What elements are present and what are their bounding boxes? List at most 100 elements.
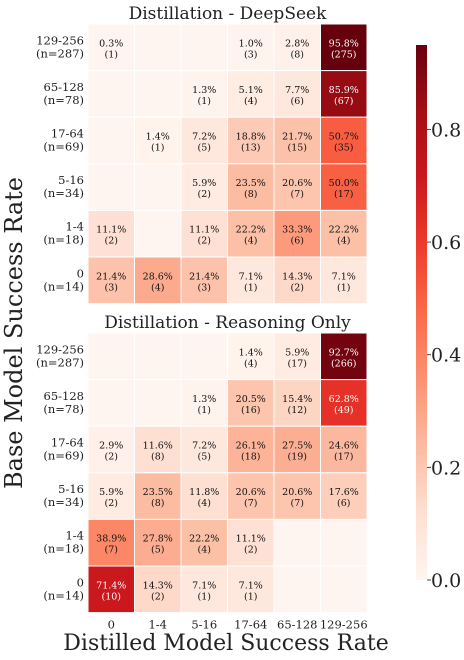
- cell-count-label: (17): [334, 189, 354, 200]
- cell-count-label: (275): [331, 49, 357, 60]
- cell-percent-label: 20.6%: [236, 487, 266, 498]
- cell-percent-label: 24.6%: [329, 441, 359, 452]
- heatmap-cell: [134, 565, 182, 614]
- cell-count-label: (8): [151, 452, 164, 463]
- cell-count-label: (2): [151, 591, 164, 602]
- cell-count-label: (67): [334, 96, 354, 107]
- cell-percent-label: 11.6%: [143, 441, 173, 452]
- heatmap-cell: [320, 23, 368, 72]
- x-axis-label: Distilled Model Success Rate: [63, 631, 388, 656]
- heatmap-cell: [320, 472, 368, 520]
- cell-count-label: (17): [287, 358, 307, 369]
- cell-percent-label: 33.3%: [282, 225, 312, 236]
- cell-count-label: (8): [151, 498, 164, 509]
- cell-percent-label: 11.1%: [96, 225, 126, 236]
- row-count-label: (n=69): [43, 140, 84, 154]
- cell-count-label: (6): [291, 236, 304, 247]
- row-tick-label: 129-256: [36, 342, 84, 356]
- cell-count-label: (4): [151, 282, 164, 293]
- heatmap-cell: [87, 70, 135, 118]
- cell-count-label: (4): [244, 358, 257, 369]
- cell-percent-label: 23.5%: [143, 487, 173, 498]
- cell-percent-label: 95.8%: [329, 38, 359, 49]
- heatmap-cell: [273, 256, 321, 305]
- cell-percent-label: 18.8%: [236, 132, 266, 143]
- cell-count-label: (8): [244, 189, 257, 200]
- cell-percent-label: 7.1%: [192, 580, 216, 591]
- cell-count-label: (7): [291, 189, 304, 200]
- heatmap-cell: [273, 472, 321, 520]
- cell-percent-label: 11.1%: [189, 225, 219, 236]
- column-tick-label: 1-4: [148, 618, 167, 632]
- cell-count-label: (4): [244, 236, 257, 247]
- cell-count-label: (7): [105, 545, 118, 556]
- colorbar-tick-label: 0.0: [431, 570, 461, 592]
- row-count-label: (n=14): [43, 279, 84, 293]
- heatmap-cell: [180, 565, 228, 614]
- cell-count-label: (4): [244, 96, 257, 107]
- cell-percent-label: 20.6%: [282, 487, 312, 498]
- cell-percent-label: 2.8%: [285, 38, 309, 49]
- cell-count-label: (1): [105, 49, 118, 60]
- cell-percent-label: 28.6%: [143, 271, 173, 282]
- heatmap-cell: [180, 518, 228, 567]
- column-tick-label: 65-128: [277, 618, 317, 632]
- heatmap-cell: [273, 209, 321, 258]
- row-count-label: (n=34): [43, 495, 84, 509]
- cell-count-label: (1): [337, 282, 350, 293]
- cell-count-label: (4): [337, 236, 350, 247]
- row-count-label: (n=78): [43, 402, 84, 416]
- cell-percent-label: 22.2%: [189, 534, 219, 545]
- colorbar-tick-label: 0.6: [431, 232, 461, 254]
- heatmap-cell: [227, 70, 275, 118]
- cell-percent-label: 1.0%: [239, 38, 263, 49]
- heatmap-cell: [134, 70, 182, 118]
- cell-percent-label: 50.7%: [329, 132, 359, 143]
- heatmap-cell: [227, 518, 275, 567]
- cell-count-label: (17): [334, 452, 354, 463]
- cell-percent-label: 21.4%: [189, 271, 219, 282]
- row-tick-label: 17-64: [51, 127, 84, 141]
- cell-count-label: (2): [105, 236, 118, 247]
- cell-percent-label: 11.1%: [236, 534, 266, 545]
- cell-percent-label: 1.4%: [146, 132, 170, 143]
- heatmap-cell: [320, 209, 368, 258]
- row-count-label: (n=34): [43, 186, 84, 200]
- cell-percent-label: 22.2%: [329, 225, 359, 236]
- column-tick-label: 0: [108, 618, 115, 632]
- heatmap-cell: [134, 332, 182, 381]
- cell-count-label: (1): [198, 96, 211, 107]
- cell-count-label: (8): [291, 49, 304, 60]
- cell-count-label: (7): [244, 498, 257, 509]
- cell-count-label: (6): [337, 498, 350, 509]
- heatmap-cell: [87, 256, 135, 305]
- cell-count-label: (2): [244, 545, 257, 556]
- cell-percent-label: 38.9%: [96, 534, 126, 545]
- heatmap-cell: [87, 379, 135, 427]
- row-tick-label: 5-16: [58, 482, 84, 496]
- row-tick-label: 5-16: [58, 173, 84, 187]
- cell-count-label: (1): [198, 405, 211, 416]
- heatmap-cell: [180, 209, 228, 258]
- cell-percent-label: 21.7%: [282, 132, 312, 143]
- cell-count-label: (10): [101, 591, 121, 602]
- row-tick-label: 129-256: [36, 33, 84, 47]
- cell-percent-label: 62.8%: [329, 394, 359, 405]
- row-tick-label: 0: [77, 266, 84, 280]
- cell-count-label: (2): [198, 189, 211, 200]
- cell-percent-label: 92.7%: [329, 347, 359, 358]
- heatmap-cell: [273, 163, 321, 211]
- cell-count-label: (4): [198, 545, 211, 556]
- heatmap-cell: [87, 209, 135, 258]
- row-tick-label: 17-64: [51, 436, 84, 450]
- heatmap-cell: [320, 163, 368, 211]
- cell-percent-label: 5.9%: [285, 347, 309, 358]
- row-count-label: (n=287): [36, 46, 84, 60]
- heatmap-cell: [180, 116, 228, 165]
- heatmap-cell: [180, 332, 228, 381]
- cell-count-label: (13): [241, 143, 261, 154]
- heatmap-cell: [87, 518, 135, 567]
- cell-count-label: (2): [105, 452, 118, 463]
- cell-percent-label: 1.3%: [192, 85, 216, 96]
- heatmap-cell: [87, 332, 135, 381]
